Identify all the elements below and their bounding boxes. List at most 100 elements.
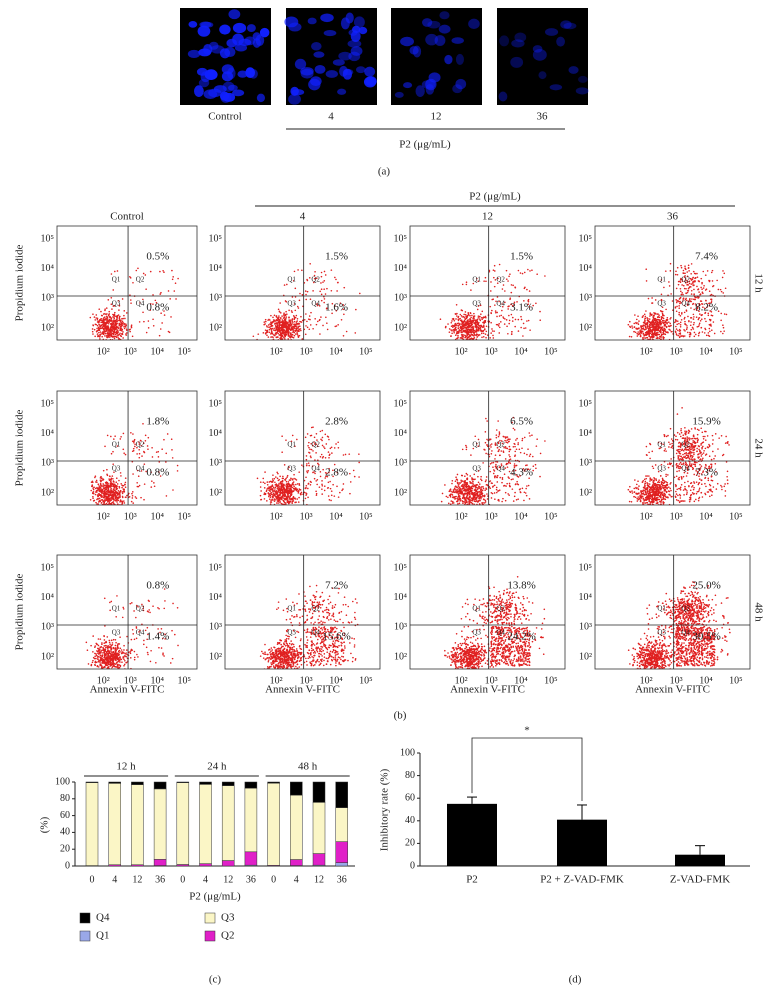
event-dot	[670, 342, 672, 344]
event-dot	[118, 493, 120, 495]
event-dot	[286, 495, 289, 498]
event-dot	[109, 478, 112, 481]
event-dot	[519, 491, 522, 494]
event-dot	[288, 466, 290, 468]
event-dot	[328, 471, 330, 474]
event-dot	[687, 300, 690, 303]
event-dot	[505, 319, 508, 321]
event-dot	[469, 312, 472, 315]
event-dot	[98, 485, 101, 487]
event-dot	[457, 485, 460, 487]
event-dot	[167, 290, 170, 292]
event-dot	[450, 325, 453, 328]
event-dot	[132, 473, 134, 475]
event-dot	[692, 270, 695, 273]
event-dot	[659, 321, 662, 324]
event-dot	[139, 302, 141, 304]
event-dot	[104, 308, 106, 310]
event-dot	[102, 508, 104, 510]
event-dot	[92, 497, 94, 500]
event-dot	[465, 496, 468, 499]
event-dot	[684, 323, 686, 325]
event-dot	[532, 465, 535, 468]
event-dot	[104, 342, 106, 344]
event-dot	[461, 497, 464, 499]
event-dot	[683, 316, 686, 319]
event-dot	[710, 314, 713, 317]
event-dot	[285, 507, 287, 509]
event-dot	[106, 507, 108, 509]
event-dot	[291, 506, 293, 508]
cell-nucleus	[511, 39, 525, 48]
event-dot	[509, 448, 511, 451]
event-dot	[496, 476, 498, 479]
event-dot	[98, 493, 101, 495]
event-dot	[92, 487, 94, 489]
event-dot	[459, 497, 461, 500]
event-dot	[452, 328, 455, 331]
event-dot	[508, 484, 511, 487]
event-dot	[451, 496, 454, 498]
event-dot	[325, 475, 327, 478]
upper-percent: 1.5%	[325, 250, 348, 262]
event-dot	[669, 318, 671, 320]
event-dot	[283, 331, 286, 333]
event-dot	[282, 497, 285, 499]
event-dot	[112, 501, 115, 503]
event-dot	[294, 333, 297, 335]
event-dot	[291, 327, 294, 329]
event-dot	[115, 481, 118, 484]
event-dot	[105, 325, 108, 328]
event-dot	[125, 496, 127, 499]
event-dot	[490, 321, 492, 324]
event-dot	[260, 498, 263, 501]
event-dot	[114, 499, 117, 502]
event-dot	[643, 328, 646, 331]
event-dot	[285, 316, 288, 318]
event-dot	[472, 481, 474, 483]
cell-nucleus	[568, 66, 579, 74]
event-dot	[694, 272, 697, 275]
event-dot	[654, 317, 656, 320]
event-dot	[514, 286, 516, 288]
event-dot	[296, 483, 299, 485]
event-dot	[304, 436, 307, 439]
event-dot	[152, 303, 154, 305]
event-dot	[353, 475, 356, 478]
event-dot	[277, 497, 279, 499]
event-dot	[138, 456, 141, 459]
event-dot	[283, 313, 285, 316]
event-dot	[329, 447, 332, 450]
event-dot	[288, 316, 290, 318]
event-dot	[513, 495, 516, 498]
event-dot	[277, 330, 279, 333]
event-dot	[641, 316, 644, 318]
event-dot	[314, 270, 316, 273]
event-dot	[642, 333, 645, 335]
event-dot	[478, 483, 481, 485]
event-dot	[496, 315, 498, 318]
event-dot	[657, 313, 659, 315]
x-tick-label: 10⁴	[514, 346, 528, 357]
event-dot	[96, 317, 99, 320]
event-dot	[114, 321, 117, 324]
event-dot	[281, 323, 284, 326]
event-dot	[288, 334, 290, 337]
cell-nucleus	[532, 45, 543, 53]
event-dot	[287, 338, 289, 340]
event-dot	[262, 332, 265, 334]
x-tick-label: 10⁵	[359, 511, 373, 522]
event-dot	[108, 318, 111, 321]
event-dot	[109, 326, 112, 328]
event-dot	[98, 331, 100, 334]
event-dot	[109, 331, 112, 334]
upper-percent: 2.8%	[325, 415, 348, 427]
quadrant-label: Q2	[311, 441, 320, 449]
event-dot	[143, 483, 146, 485]
event-dot	[123, 323, 125, 326]
event-dot	[675, 325, 677, 328]
event-dot	[121, 340, 123, 342]
event-dot	[327, 486, 330, 489]
event-dot	[472, 321, 475, 323]
event-dot	[448, 331, 451, 333]
